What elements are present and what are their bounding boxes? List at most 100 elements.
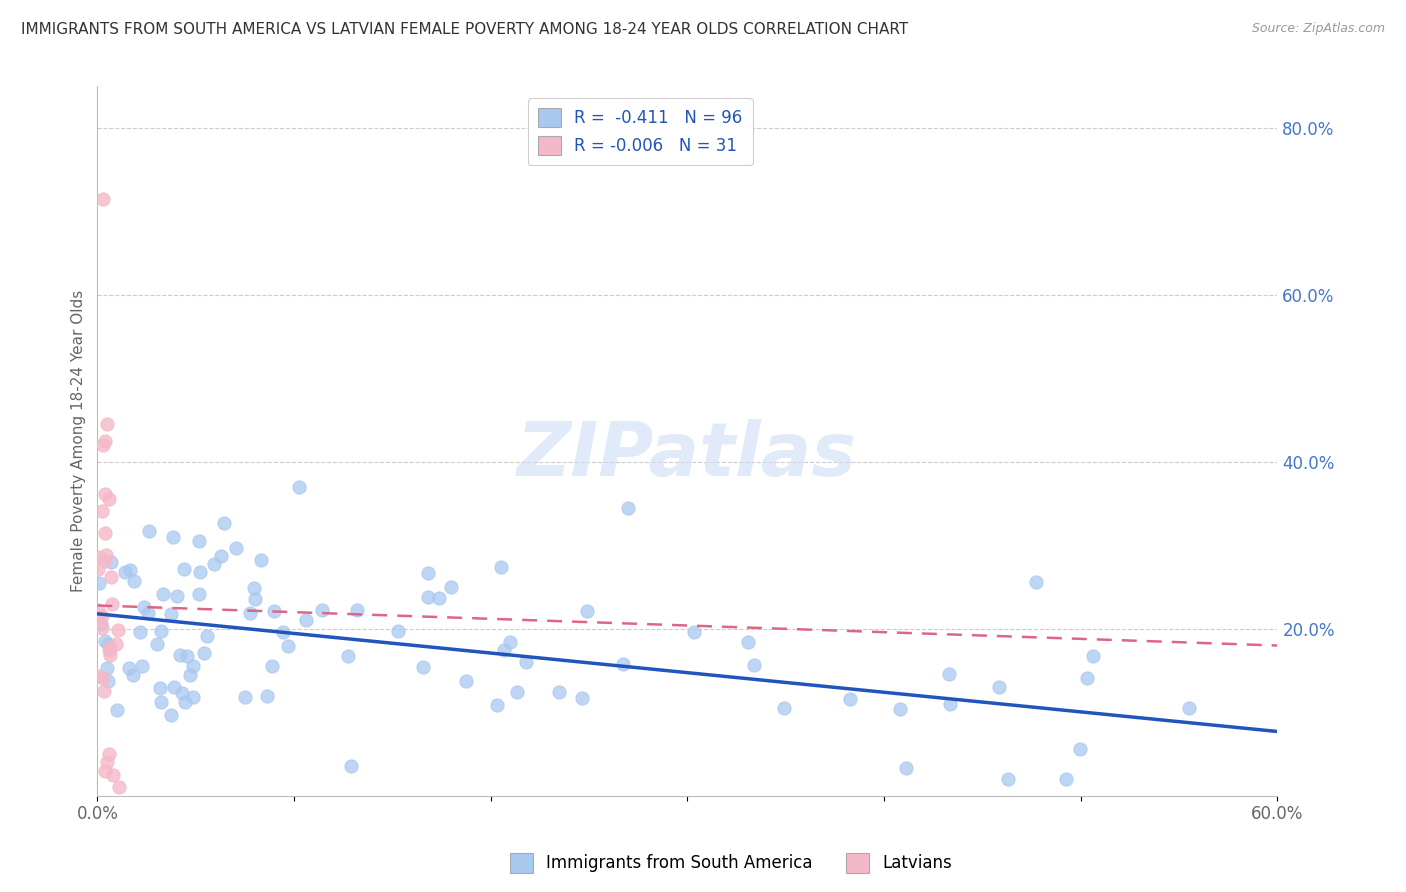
Point — [94, 548, 117, 562]
Point — [612, 657, 634, 672]
Point — [93, 554, 115, 568]
Point — [96, 661, 118, 675]
Point — [188, 566, 211, 580]
Point — [336, 649, 359, 664]
Text: ZIPatlas: ZIPatlas — [517, 418, 858, 491]
Text: IMMIGRANTS FROM SOUTH AMERICA VS LATVIAN FEMALE POVERTY AMONG 18-24 YEAR OLDS CO: IMMIGRANTS FROM SOUTH AMERICA VS LATVIAN… — [21, 22, 908, 37]
Point — [412, 660, 434, 674]
Point — [938, 666, 960, 681]
Point — [225, 541, 247, 555]
Point — [1178, 701, 1201, 715]
Text: Source: ZipAtlas.com: Source: ZipAtlas.com — [1251, 22, 1385, 36]
Point — [96, 756, 118, 770]
Point — [166, 589, 188, 603]
Point — [1076, 671, 1098, 685]
Point — [114, 565, 136, 579]
Point — [91, 671, 114, 685]
Point — [163, 680, 186, 694]
Point — [209, 549, 232, 564]
Point — [939, 698, 962, 712]
Point — [94, 634, 117, 648]
Point — [152, 587, 174, 601]
Point — [997, 772, 1019, 786]
Point — [94, 764, 117, 778]
Point — [202, 557, 225, 571]
Point — [105, 702, 128, 716]
Point — [506, 685, 529, 699]
Point — [89, 575, 111, 590]
Point — [245, 592, 267, 607]
Point — [683, 625, 706, 640]
Point — [160, 607, 183, 621]
Point — [98, 747, 121, 761]
Point — [340, 759, 363, 773]
Point — [134, 599, 156, 614]
Point — [101, 768, 124, 782]
Point — [173, 561, 195, 575]
Point — [263, 604, 285, 618]
Point — [100, 597, 122, 611]
Point — [494, 642, 516, 657]
Point — [87, 550, 110, 565]
Point — [122, 574, 145, 588]
Point — [89, 613, 111, 627]
Point — [98, 641, 121, 656]
Point — [94, 434, 117, 448]
Point — [120, 563, 142, 577]
Point — [489, 560, 512, 574]
Point — [97, 637, 120, 651]
Point — [100, 570, 122, 584]
Point — [181, 658, 204, 673]
Point — [256, 690, 278, 704]
Point — [129, 625, 152, 640]
Point — [122, 668, 145, 682]
Point — [1054, 772, 1077, 786]
Point — [176, 648, 198, 663]
Point — [90, 608, 112, 623]
Point — [91, 438, 114, 452]
Point — [97, 642, 120, 657]
Point — [440, 580, 463, 594]
Point — [93, 684, 115, 698]
Point — [97, 673, 120, 688]
Point — [86, 561, 108, 575]
Point — [146, 636, 169, 650]
Point — [418, 566, 440, 581]
Point — [94, 486, 117, 500]
Point — [288, 480, 311, 494]
Point — [773, 700, 796, 714]
Point — [90, 616, 112, 631]
Point — [742, 658, 765, 673]
Point — [87, 669, 110, 683]
Point — [515, 655, 537, 669]
Point — [212, 516, 235, 530]
Point — [159, 707, 181, 722]
Point — [91, 192, 114, 206]
Point — [243, 582, 266, 596]
Point — [100, 648, 122, 663]
Point — [571, 691, 593, 706]
Point — [107, 623, 129, 637]
Point — [91, 620, 114, 634]
Point — [1069, 742, 1091, 756]
Point — [91, 503, 114, 517]
Point — [162, 531, 184, 545]
Point — [150, 695, 173, 709]
Point — [277, 639, 299, 653]
Point — [987, 680, 1010, 694]
Point — [346, 602, 368, 616]
Point — [499, 635, 522, 649]
Point — [181, 690, 204, 705]
Y-axis label: Female Poverty Among 18-24 Year Olds: Female Poverty Among 18-24 Year Olds — [72, 290, 86, 592]
Point — [617, 500, 640, 515]
Point — [416, 590, 439, 604]
Point — [454, 674, 477, 689]
Point — [169, 648, 191, 663]
Point — [273, 625, 295, 640]
Point — [188, 587, 211, 601]
Point — [239, 606, 262, 620]
Point — [118, 661, 141, 675]
Point — [108, 780, 131, 795]
Point — [485, 698, 508, 712]
Point — [387, 624, 409, 638]
